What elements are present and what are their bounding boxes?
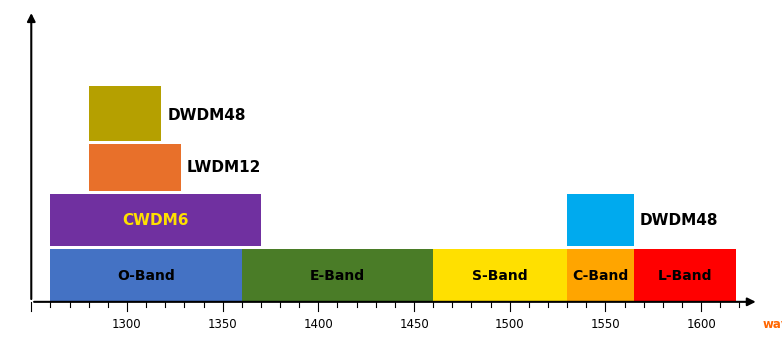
Text: L-Band: L-Band	[658, 269, 712, 283]
Text: 1500: 1500	[495, 318, 525, 331]
Text: 1300: 1300	[112, 318, 142, 331]
Text: CWDM6: CWDM6	[123, 213, 189, 228]
Text: C-Band: C-Band	[572, 269, 629, 283]
Bar	[50, 249, 242, 302]
Text: 1550: 1550	[590, 318, 620, 331]
Text: O-Band: O-Band	[117, 269, 175, 283]
Text: LWDM12: LWDM12	[186, 160, 260, 175]
Bar	[567, 194, 634, 246]
Text: 1350: 1350	[208, 318, 238, 331]
Bar	[242, 249, 433, 302]
Bar	[88, 144, 181, 191]
Text: S-Band: S-Band	[472, 269, 528, 283]
Bar	[50, 194, 261, 246]
Bar	[88, 86, 161, 142]
Bar	[634, 249, 736, 302]
Bar	[433, 249, 567, 302]
Text: 1400: 1400	[303, 318, 333, 331]
Text: DWDM48: DWDM48	[640, 213, 719, 228]
Text: E-Band: E-Band	[310, 269, 365, 283]
Text: DWDM48: DWDM48	[167, 108, 246, 123]
Text: wavelength(nm): wavelength(nm)	[762, 318, 782, 331]
Text: 1600: 1600	[687, 318, 716, 331]
Bar	[567, 249, 634, 302]
Text: 1450: 1450	[399, 318, 429, 331]
